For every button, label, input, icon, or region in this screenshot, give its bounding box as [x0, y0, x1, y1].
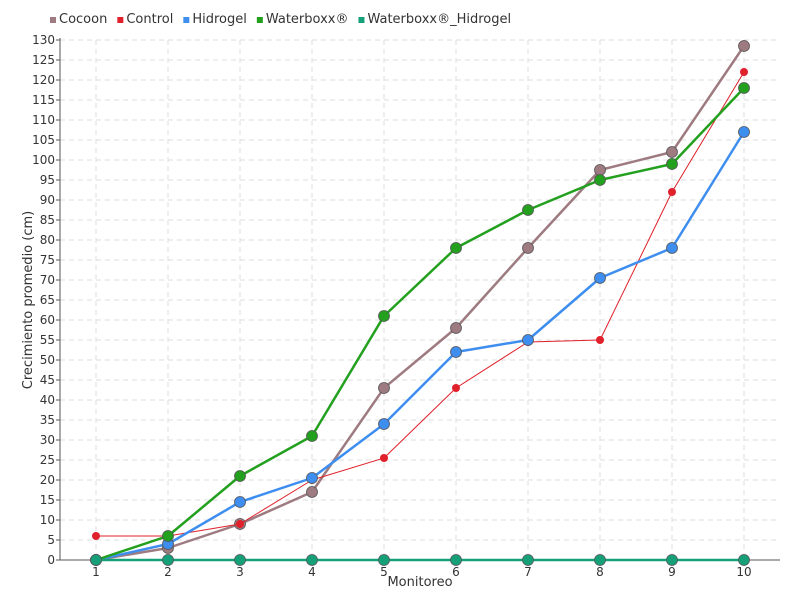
data-point-control [92, 532, 100, 540]
y-tick-label: 5 [47, 533, 55, 547]
y-tick-label: 45 [40, 373, 55, 387]
data-point-hidrogel [594, 272, 606, 284]
y-tick-label: 70 [40, 273, 55, 287]
legend-swatch-waterboxx [256, 17, 263, 23]
y-tick-label: 115 [32, 93, 55, 107]
legend-swatch-waterboxx-hidrogel [358, 17, 365, 23]
legend-label-cocoon: Cocoon [59, 12, 107, 27]
y-tick-label: 55 [40, 333, 55, 347]
data-point-waterboxx [306, 430, 318, 442]
y-tick-label: 50 [40, 353, 55, 367]
x-tick-label: 8 [596, 565, 604, 579]
data-point-waterboxx-hidrogel [666, 554, 678, 566]
data-point-waterboxx-hidrogel [450, 554, 462, 566]
legend-label-hidrogel: Hidrogel [192, 12, 247, 27]
data-point-control [596, 336, 604, 344]
data-point-waterboxx [450, 242, 462, 254]
x-tick-label: 5 [380, 565, 388, 579]
data-point-cocoon [450, 322, 462, 334]
data-point-cocoon [306, 486, 318, 498]
data-point-waterboxx-hidrogel [594, 554, 606, 566]
x-tick-label: 1 [92, 565, 100, 579]
x-tick-label: 2 [164, 565, 172, 579]
y-tick-label: 10 [40, 513, 55, 527]
y-tick-label: 20 [40, 473, 55, 487]
legend-swatch-cocoon [50, 17, 56, 23]
data-point-control [452, 384, 460, 392]
y-tick-label: 60 [40, 313, 55, 327]
data-point-waterboxx-hidrogel [90, 554, 102, 566]
data-point-waterboxx-hidrogel [738, 554, 750, 566]
legend-swatch-hidrogel [183, 17, 190, 23]
y-tick-label: 35 [40, 413, 55, 427]
data-point-control [236, 520, 244, 528]
axes: 0510152025303540455055606570758085909510… [32, 33, 780, 579]
x-tick-label: 6 [452, 565, 460, 579]
legend-swatch-control [117, 17, 124, 23]
grid-lines [60, 39, 780, 560]
data-point-waterboxx [666, 158, 678, 170]
data-point-cocoon [378, 382, 390, 394]
data-point-waterboxx-hidrogel [234, 554, 246, 566]
x-tick-label: 3 [236, 565, 244, 579]
y-axis-title: Crecimiento promedio (cm) [21, 211, 36, 389]
data-point-hidrogel [378, 418, 390, 430]
data-point-hidrogel [666, 242, 678, 254]
y-tick-label: 85 [40, 213, 55, 227]
data-point-waterboxx-hidrogel [522, 554, 534, 566]
y-tick-label: 80 [40, 233, 55, 247]
data-point-waterboxx [738, 82, 750, 94]
x-axis-title: Monitoreo [387, 575, 452, 590]
series-line-cocoon [95, 45, 746, 562]
y-tick-label: 120 [32, 73, 55, 87]
y-tick-label: 75 [40, 253, 55, 267]
y-tick-label: 110 [32, 113, 55, 127]
y-tick-label: 25 [40, 453, 55, 467]
data-point-hidrogel [234, 496, 246, 508]
data-point-waterboxx [162, 530, 174, 542]
data-point-cocoon [666, 146, 678, 158]
x-tick-label: 4 [308, 565, 316, 579]
y-tick-label: 65 [40, 293, 55, 307]
data-point-cocoon [594, 164, 606, 176]
y-tick-label: 15 [40, 493, 55, 507]
series-line-waterboxx [95, 87, 745, 562]
y-tick-label: 125 [32, 53, 55, 67]
series-lines [90, 40, 750, 566]
y-tick-label: 95 [40, 173, 55, 187]
legend-label-waterboxx-hidrogel: Waterboxx®_Hidrogel [367, 12, 511, 27]
data-point-waterboxx-hidrogel [378, 554, 390, 566]
data-point-control [668, 188, 676, 196]
y-tick-label: 30 [40, 433, 55, 447]
data-point-cocoon [522, 242, 534, 254]
series-line-hidrogel [95, 131, 746, 562]
x-tick-label: 9 [668, 565, 676, 579]
y-tick-label: 90 [40, 193, 55, 207]
data-point-waterboxx [234, 470, 246, 482]
x-tick-label: 10 [736, 565, 751, 579]
x-tick-label: 7 [524, 565, 532, 579]
data-point-hidrogel [450, 346, 462, 358]
y-tick-label: 100 [32, 153, 55, 167]
data-point-control [740, 68, 748, 76]
data-point-waterboxx [594, 174, 606, 186]
data-point-hidrogel [522, 334, 534, 346]
data-point-waterboxx-hidrogel [162, 554, 174, 566]
legend-label-waterboxx: Waterboxx® [266, 12, 349, 27]
series-line-control [96, 71, 745, 537]
y-tick-label: 0 [47, 553, 55, 567]
y-tick-label: 105 [32, 133, 55, 147]
y-tick-label: 130 [32, 33, 55, 47]
data-point-waterboxx [522, 204, 534, 216]
data-point-hidrogel [306, 472, 318, 484]
data-point-hidrogel [738, 126, 750, 138]
legend-label-control: Control [126, 12, 173, 27]
data-point-waterboxx [378, 310, 390, 322]
legend: Cocoon Control Hidrogel Waterboxx® Waterboxx… [50, 12, 511, 27]
y-tick-label: 40 [40, 393, 55, 407]
data-point-cocoon [738, 40, 750, 52]
data-point-waterboxx-hidrogel [306, 554, 318, 566]
data-point-control [380, 454, 388, 462]
